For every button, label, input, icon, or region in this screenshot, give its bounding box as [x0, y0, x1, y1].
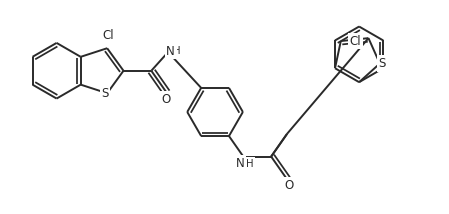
- Text: H: H: [173, 46, 180, 56]
- Text: S: S: [101, 87, 109, 100]
- Text: N: N: [236, 157, 245, 170]
- Text: H: H: [246, 159, 254, 168]
- Text: O: O: [162, 93, 171, 106]
- Text: O: O: [285, 179, 294, 192]
- Text: Cl: Cl: [102, 29, 114, 42]
- Text: N: N: [166, 45, 175, 58]
- Text: S: S: [379, 57, 386, 70]
- Text: Cl: Cl: [350, 34, 361, 48]
